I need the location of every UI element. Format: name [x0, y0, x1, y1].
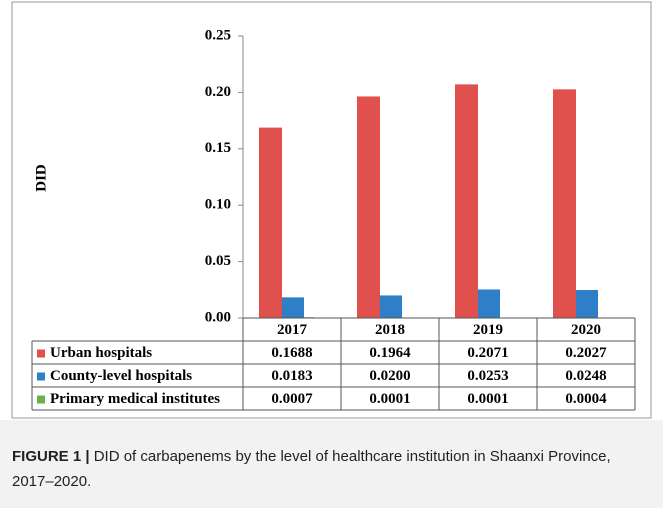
- caption: FIGURE 1 | DID of carbapenems by the lev…: [0, 420, 663, 508]
- y-tick-label: 0.20: [205, 84, 231, 100]
- bar: [380, 295, 402, 318]
- table-value: 0.0253: [467, 368, 508, 384]
- bar: [282, 297, 304, 318]
- legend-label: Urban hospitals: [50, 345, 152, 361]
- caption-label: FIGURE 1 |: [12, 448, 90, 465]
- y-tick-label: 0.10: [205, 197, 231, 213]
- bar: [576, 290, 598, 318]
- table-value: 0.1964: [369, 345, 411, 361]
- x-tick-label: 2017: [277, 322, 308, 338]
- table-value: 0.2071: [467, 345, 508, 361]
- table-value: 0.0001: [369, 391, 410, 407]
- table-value: 0.0183: [271, 368, 312, 384]
- caption-body: DID of carbapenems by the level of healt…: [12, 448, 611, 490]
- y-tick-label: 0.00: [205, 309, 231, 325]
- legend-label: Primary medical institutes: [50, 391, 220, 407]
- x-tick-label: 2020: [571, 322, 601, 338]
- table-value: 0.0200: [369, 368, 410, 384]
- bar: [478, 289, 500, 318]
- x-tick-label: 2019: [473, 322, 503, 338]
- chart-frame: [11, 1, 652, 419]
- table-value: 0.0248: [565, 368, 606, 384]
- table-value: 0.0007: [271, 391, 313, 407]
- bar: [357, 96, 380, 318]
- legend-swatch: [37, 372, 45, 381]
- legend-swatch: [37, 349, 45, 358]
- table-value: 0.1688: [271, 345, 312, 361]
- bar: [455, 84, 478, 318]
- table-value: 0.0004: [565, 391, 607, 407]
- legend-label: County-level hospitals: [50, 368, 192, 384]
- legend-swatch: [37, 395, 45, 404]
- table-value: 0.0001: [467, 391, 508, 407]
- y-tick-label: 0.15: [205, 140, 231, 156]
- y-tick-label: 0.25: [205, 27, 231, 43]
- bar: [553, 89, 576, 318]
- y-axis-label: DID: [33, 164, 49, 192]
- x-tick-label: 2018: [375, 322, 405, 338]
- chart: DID 0.00 0.05 0.10 0.15 0.20 0.25 2017 2018 2019…: [11, 1, 652, 419]
- table-value: 0.2027: [565, 345, 607, 361]
- caption-text: FIGURE 1 | DID of carbapenems by the lev…: [12, 444, 612, 494]
- bar: [259, 127, 282, 318]
- y-tick-label: 0.05: [205, 253, 231, 269]
